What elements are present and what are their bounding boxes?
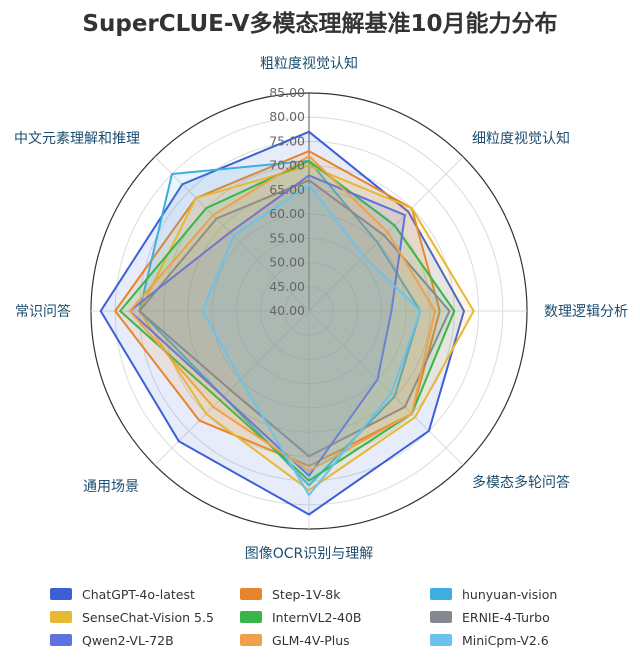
legend-label: InternVL2-40B: [272, 609, 362, 625]
grid-spoke: [154, 310, 310, 466]
series-area-5: [119, 159, 456, 482]
legend-item[interactable]: SenseChat-Vision 5.5: [50, 609, 240, 625]
legend-label: ERNIE-4-Turbo: [462, 609, 550, 625]
legend-swatch: [50, 588, 72, 600]
series-area-7: [128, 174, 406, 477]
series-area-9: [201, 184, 422, 497]
legend-label: SenseChat-Vision 5.5: [82, 609, 214, 625]
chart-title: SuperCLUE-V多模态理解基准10月能力分布: [82, 11, 558, 37]
legend-swatch: [50, 634, 72, 646]
r-tick-label: 65.00: [269, 182, 305, 197]
legend-swatch: [240, 634, 262, 646]
legend-item[interactable]: Step-1V-8k: [240, 586, 430, 602]
legend-swatch: [430, 588, 452, 600]
legend-item[interactable]: ChatGPT-4o-latest: [50, 586, 240, 602]
legend-item[interactable]: hunyuan-vision: [430, 586, 620, 602]
r-tick-label: 50.00: [269, 255, 305, 270]
r-tick-label: 70.00: [269, 158, 305, 173]
legend-swatch: [430, 611, 452, 623]
axis-label-1: 粗粒度视觉认知: [260, 55, 358, 72]
legend-label: GLM-4V-Plus: [272, 632, 350, 648]
legend-label: MiniCpm-V2.6: [462, 632, 549, 648]
grid-spoke: [154, 156, 310, 312]
legend-label: Step-1V-8k: [272, 586, 341, 602]
r-tick-label: 80.00: [269, 109, 305, 124]
legend-item[interactable]: MiniCpm-V2.6: [430, 632, 620, 648]
legend-item[interactable]: Qwen2-VL-72B: [50, 632, 240, 648]
series-area-4: [138, 164, 475, 492]
legend-swatch: [240, 611, 262, 623]
legend: ChatGPT-4o-latest Step-1V-8k hunyuan-visio…: [50, 586, 640, 648]
axis-label-5: 图像OCR识别与理解: [245, 546, 374, 562]
axis-label-7: 常识问答: [15, 303, 71, 320]
r-tick-label: 85.00: [269, 85, 305, 100]
axis-label-3: 数理逻辑分析: [544, 304, 628, 320]
legend-item[interactable]: GLM-4V-Plus: [240, 632, 430, 648]
legend-label: ChatGPT-4o-latest: [82, 586, 195, 602]
legend-label: hunyuan-vision: [462, 586, 558, 602]
grid-spoke: [308, 156, 464, 312]
axis-label-8: 中文元素理解和推理: [14, 131, 140, 147]
r-tick-label: 45.00: [269, 279, 305, 294]
axis-label-4: 多模态多轮问答: [472, 474, 570, 491]
legend-item[interactable]: ERNIE-4-Turbo: [430, 609, 620, 625]
axis-label-2: 细粒度视觉认知: [472, 130, 570, 147]
legend-label: Qwen2-VL-72B: [82, 632, 174, 648]
grid-spoke: [308, 310, 464, 466]
r-tick-label: 55.00: [269, 230, 305, 245]
legend-swatch: [430, 634, 452, 646]
legend-swatch: [50, 611, 72, 623]
series-area-8: [128, 155, 436, 472]
r-tick-label: 40.00: [269, 303, 305, 318]
legend-item[interactable]: InternVL2-40B: [240, 609, 430, 625]
legend-swatch: [240, 588, 262, 600]
r-tick-label: 75.00: [269, 133, 305, 148]
axis-label-6: 通用场景: [83, 479, 139, 495]
r-tick-label: 60.00: [269, 206, 305, 221]
series-area-3: [138, 159, 422, 487]
